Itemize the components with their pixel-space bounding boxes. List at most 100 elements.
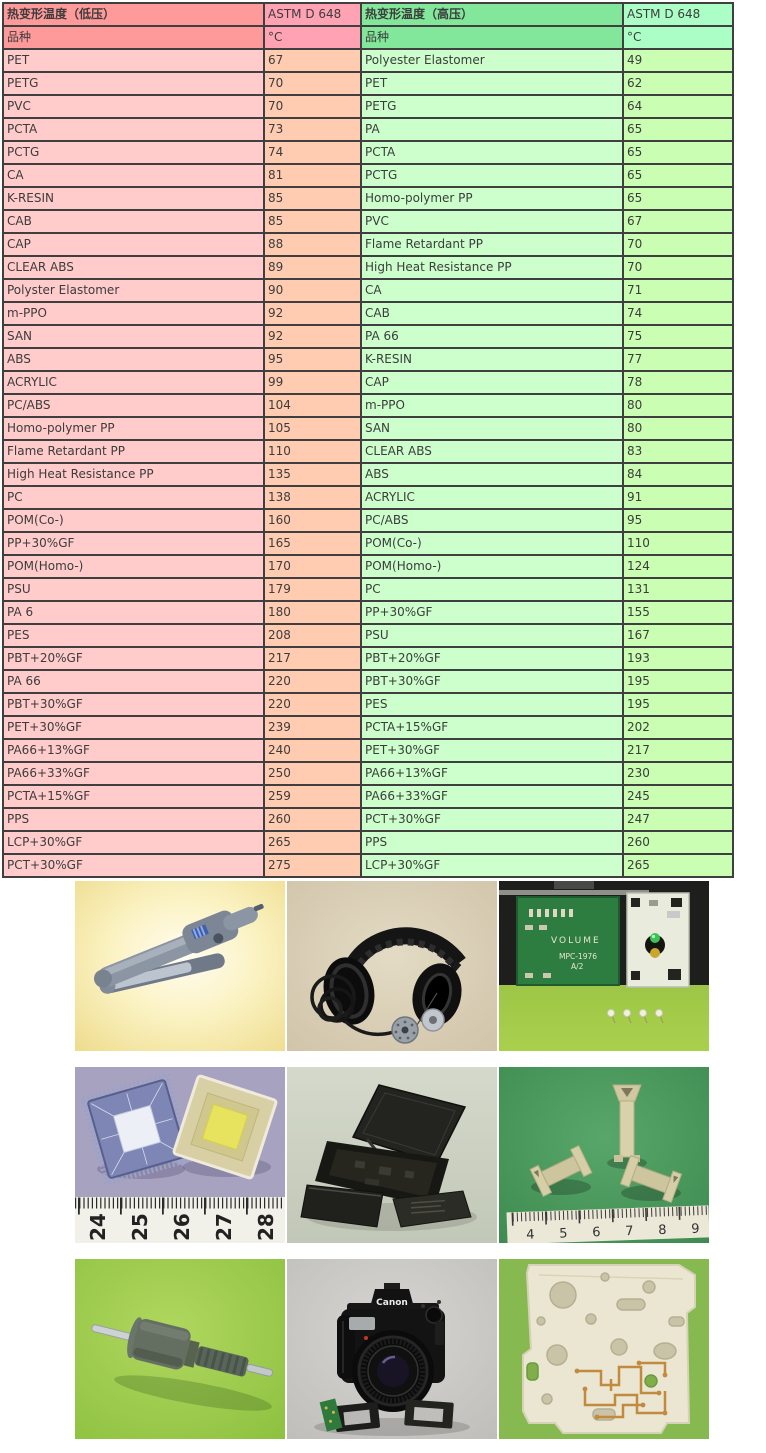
cell-temp-high: 75 — [622, 324, 734, 349]
table-row: CAP 88 Flame Retardant PP 70 — [2, 232, 734, 257]
cell-temp-high: 245 — [622, 784, 734, 809]
cell-temp-low: 85 — [263, 186, 362, 211]
cell-temp-high: 155 — [622, 600, 734, 625]
table-row: SAN 92 PA 66 75 — [2, 324, 734, 349]
cell-temp-low: 90 — [263, 278, 362, 303]
table-row: PET+30%GF 239 PCTA+15%GF 202 — [2, 715, 734, 740]
table-row: POM(Homo-) 170 POM(Homo-) 124 — [2, 554, 734, 579]
cell-product-high: m-PPO — [360, 393, 624, 418]
cell-product-high: PSU — [360, 623, 624, 648]
low-pressure-title: 热变形温度（低压） — [2, 2, 265, 27]
cell-product-high: PC/ABS — [360, 508, 624, 533]
cell-temp-low: 70 — [263, 94, 362, 119]
table-row: PA 66 220 PBT+30%GF 195 — [2, 669, 734, 694]
ic-chips-illustration — [79, 1071, 278, 1187]
cell-temp-high: 131 — [622, 577, 734, 602]
cell-product-high: PVC — [360, 209, 624, 234]
cell-product-high: PBT+30%GF — [360, 669, 624, 694]
table-row: High Heat Resistance PP 135 ABS 84 — [2, 462, 734, 487]
table-title-row: 热变形温度（低压） ASTM D 648 热变形温度（高压） ASTM D 64… — [2, 2, 734, 27]
photo-chassis — [499, 1259, 709, 1439]
high-pressure-title: 热变形温度（高压） — [360, 2, 624, 27]
table-row: ABS 95 K-RESIN 77 — [2, 347, 734, 372]
cell-temp-high: 65 — [622, 186, 734, 211]
cell-temp-high: 110 — [622, 531, 734, 556]
cell-temp-high: 230 — [622, 761, 734, 786]
table-row: CA 81 PCTG 65 — [2, 163, 734, 188]
cell-temp-high: 49 — [622, 48, 734, 73]
cell-product-low: PETG — [2, 71, 265, 96]
cell-product-low: PET+30%GF — [2, 715, 265, 740]
photo-rubber-roller — [75, 1259, 285, 1439]
table-row: PES 208 PSU 167 — [2, 623, 734, 648]
cell-product-low: POM(Co-) — [2, 508, 265, 533]
photo-plastic-case — [287, 1067, 497, 1243]
cell-product-high: Polyester Elastomer — [360, 48, 624, 73]
table-row: POM(Co-) 160 PC/ABS 95 — [2, 508, 734, 533]
photo-bobbins: 4 5 6 7 8 9 — [499, 1067, 709, 1243]
cell-temp-low: 135 — [263, 462, 362, 487]
cell-product-high: Flame Retardant PP — [360, 232, 624, 257]
cell-temp-low: 179 — [263, 577, 362, 602]
pcb-rev-label: A/2 — [571, 962, 584, 971]
cell-temp-high: 83 — [622, 439, 734, 464]
parts-ruler: 4 5 6 7 8 9 — [506, 1205, 709, 1243]
cell-product-low: PVC — [2, 94, 265, 119]
table-row: PPS 260 PCT+30%GF 247 — [2, 807, 734, 832]
ruler-number: 24 — [86, 1213, 110, 1241]
camera-brand-label: Canon — [376, 1298, 408, 1308]
ruler-number: 28 — [254, 1213, 278, 1241]
table-row: PET 67 Polyester Elastomer 49 — [2, 48, 734, 73]
cell-product-low: CA — [2, 163, 265, 188]
chassis-illustration — [522, 1264, 696, 1434]
cell-product-high: PA66+33%GF — [360, 784, 624, 809]
cell-product-low: CAB — [2, 209, 265, 234]
table-row: ACRYLIC 99 CAP 78 — [2, 370, 734, 395]
cell-product-high: PP+30%GF — [360, 600, 624, 625]
cell-temp-low: 250 — [263, 761, 362, 786]
ruler-number: 27 — [212, 1213, 236, 1241]
cell-temp-low: 74 — [263, 140, 362, 165]
cell-temp-high: 217 — [622, 738, 734, 763]
cell-product-high: PA 66 — [360, 324, 624, 349]
cell-product-high: PA — [360, 117, 624, 142]
cell-temp-low: 259 — [263, 784, 362, 809]
cell-temp-low: 239 — [263, 715, 362, 740]
table-row: PCTA 73 PA 65 — [2, 117, 734, 142]
table-row: PBT+30%GF 220 PES 195 — [2, 692, 734, 717]
ruler-number: 8 — [658, 1223, 667, 1238]
pcb-volume-label: VOLUME — [551, 936, 601, 946]
cell-temp-low: 105 — [263, 416, 362, 441]
cell-temp-low: 70 — [263, 71, 362, 96]
cell-product-high: PCTA+15%GF — [360, 715, 624, 740]
cell-temp-low: 99 — [263, 370, 362, 395]
cell-temp-low: 104 — [263, 393, 362, 418]
cell-temp-high: 80 — [622, 416, 734, 441]
cell-temp-low: 170 — [263, 554, 362, 579]
cell-product-low: PBT+20%GF — [2, 646, 265, 671]
cell-product-high: PA66+13%GF — [360, 761, 624, 786]
cell-product-low: PCTG — [2, 140, 265, 165]
photo-hair-straightener — [75, 881, 285, 1051]
cell-product-low: K-RESIN — [2, 186, 265, 211]
cell-product-low: PCTA — [2, 117, 265, 142]
cell-temp-low: 220 — [263, 669, 362, 694]
cell-product-low: High Heat Resistance PP — [2, 462, 265, 487]
cell-product-high: PCTA — [360, 140, 624, 165]
table-row: K-RESIN 85 Homo-polymer PP 65 — [2, 186, 734, 211]
cell-product-high: PCTG — [360, 163, 624, 188]
cell-product-low: ABS — [2, 347, 265, 372]
cell-product-high: PCT+30%GF — [360, 807, 624, 832]
cell-product-low: Polyster Elastomer — [2, 278, 265, 303]
cell-temp-high: 95 — [622, 508, 734, 533]
case-illustration — [300, 1084, 477, 1231]
photo-camera: Canon — [287, 1259, 497, 1439]
pcb-illustration: VOLUME MPC-1976 A/2 — [499, 881, 709, 1024]
photo-row-3: Canon — [75, 1259, 709, 1439]
cell-product-high: PET+30%GF — [360, 738, 624, 763]
cell-product-low: PA 66 — [2, 669, 265, 694]
cell-product-low: CAP — [2, 232, 265, 257]
cell-product-low: Homo-polymer PP — [2, 416, 265, 441]
table-row: PBT+20%GF 217 PBT+20%GF 193 — [2, 646, 734, 671]
table-row: PCT+30%GF 275 LCP+30%GF 265 — [2, 853, 734, 878]
